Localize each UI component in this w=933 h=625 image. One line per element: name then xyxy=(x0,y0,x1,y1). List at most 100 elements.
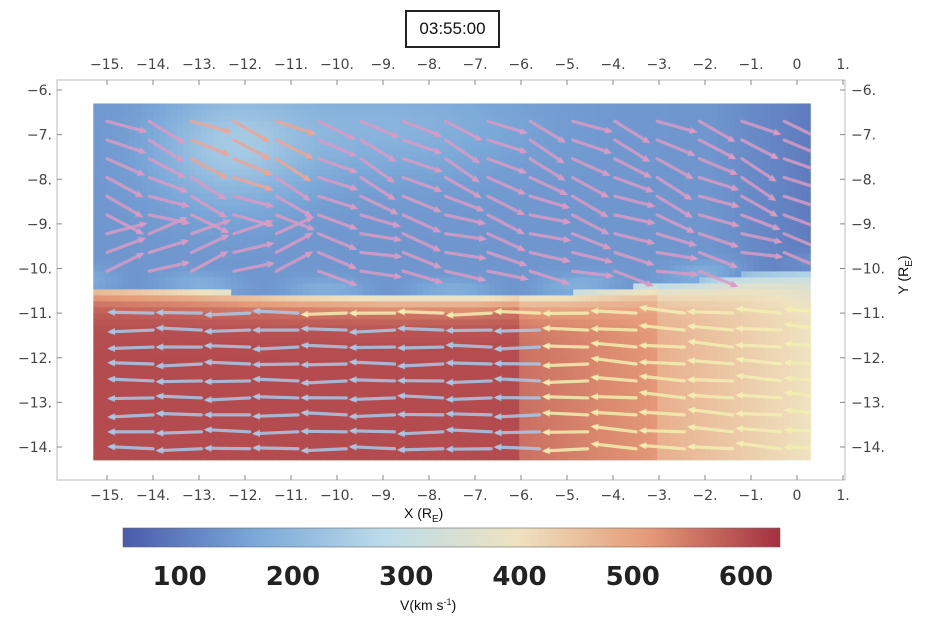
field-cell xyxy=(141,109,148,116)
field-cell xyxy=(621,283,628,290)
field-cell xyxy=(93,199,100,206)
field-cell xyxy=(717,187,724,194)
field-cell xyxy=(291,331,298,338)
field-cell xyxy=(315,289,322,296)
field-cell xyxy=(795,193,802,200)
field-cell xyxy=(195,253,202,260)
field-cell xyxy=(429,181,436,188)
field-cell xyxy=(393,289,400,296)
field-cell xyxy=(705,211,712,218)
field-cell xyxy=(165,187,172,194)
field-cell xyxy=(171,337,178,344)
field-cell xyxy=(273,199,280,206)
field-cell xyxy=(315,253,322,260)
field-cell xyxy=(765,319,772,326)
field-cell xyxy=(441,259,448,266)
field-cell xyxy=(177,271,184,278)
field-cell xyxy=(243,241,250,248)
field-cell xyxy=(465,175,472,182)
field-cell xyxy=(375,349,382,356)
field-cell xyxy=(603,343,610,350)
field-cell xyxy=(435,151,442,158)
field-cell xyxy=(189,181,196,188)
field-cell xyxy=(471,277,478,284)
field-cell xyxy=(459,109,466,116)
field-cell xyxy=(675,289,682,296)
field-cell xyxy=(201,343,208,350)
field-cell xyxy=(129,133,136,140)
field-cell xyxy=(219,259,226,266)
field-cell xyxy=(465,205,472,212)
field-cell xyxy=(213,307,220,314)
field-cell xyxy=(531,253,538,260)
field-cell xyxy=(303,283,310,290)
field-cell xyxy=(627,109,634,116)
field-cell xyxy=(285,187,292,194)
field-cell xyxy=(429,211,436,218)
field-cell xyxy=(657,271,664,278)
field-cell xyxy=(567,163,574,170)
field-cell xyxy=(651,175,658,182)
field-cell xyxy=(339,217,346,224)
field-cell xyxy=(483,349,490,356)
field-cell xyxy=(543,295,550,302)
field-cell xyxy=(255,121,262,128)
field-cell xyxy=(465,331,472,338)
field-cell xyxy=(381,313,388,320)
field-cell xyxy=(555,181,562,188)
field-cell xyxy=(465,265,472,272)
field-cell xyxy=(405,145,412,152)
field-cell xyxy=(351,187,358,194)
field-cell xyxy=(99,223,106,230)
field-cell xyxy=(783,133,790,140)
field-cell xyxy=(189,223,196,230)
field-cell xyxy=(345,331,352,338)
field-cell xyxy=(357,319,364,326)
field-cell xyxy=(285,349,292,356)
field-cell xyxy=(351,313,358,320)
field-cell xyxy=(441,199,448,206)
field-cell xyxy=(441,247,448,254)
field-cell xyxy=(159,313,166,320)
field-cell xyxy=(801,343,808,350)
field-cell xyxy=(561,253,568,260)
field-cell xyxy=(639,187,646,194)
field-cell xyxy=(435,217,442,224)
field-cell xyxy=(453,151,460,158)
field-cell xyxy=(621,163,628,170)
field-cell xyxy=(615,337,622,344)
field-cell xyxy=(789,163,796,170)
field-cell xyxy=(453,235,460,242)
field-cell xyxy=(651,283,658,290)
field-cell xyxy=(705,115,712,122)
field-cell xyxy=(561,301,568,308)
field-cell xyxy=(249,301,256,308)
field-cell xyxy=(609,265,616,272)
field-cell xyxy=(807,229,811,236)
field-cell xyxy=(699,181,706,188)
field-cell xyxy=(555,259,562,266)
field-cell xyxy=(735,277,742,284)
field-cell xyxy=(771,295,778,302)
field-cell xyxy=(567,151,574,158)
field-cell xyxy=(231,325,238,332)
field-cell xyxy=(537,169,544,176)
field-cell xyxy=(105,163,112,170)
field-cell xyxy=(225,325,232,332)
field-cell xyxy=(483,301,490,308)
field-cell xyxy=(243,253,250,260)
field-cell xyxy=(357,217,364,224)
field-cell xyxy=(411,199,418,206)
field-cell xyxy=(639,325,646,332)
field-cell xyxy=(219,115,226,122)
field-cell xyxy=(399,145,406,152)
field-cell xyxy=(507,169,514,176)
field-cell xyxy=(735,313,742,320)
field-cell xyxy=(801,235,808,242)
field-cell xyxy=(627,193,634,200)
field-cell xyxy=(273,301,280,308)
field-cell xyxy=(453,133,460,140)
field-cell xyxy=(711,259,718,266)
field-cell xyxy=(633,157,640,164)
field-cell xyxy=(495,295,502,302)
